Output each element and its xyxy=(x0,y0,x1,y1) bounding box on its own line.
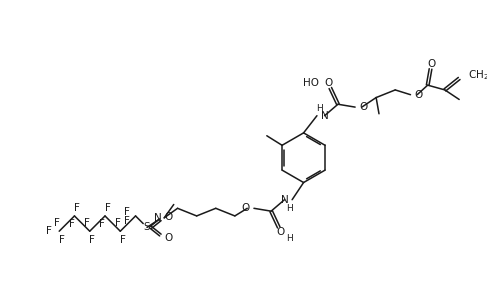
Text: F: F xyxy=(105,202,111,212)
Text: F: F xyxy=(90,235,95,245)
Text: H: H xyxy=(286,234,293,243)
Text: F: F xyxy=(120,235,126,245)
Text: N: N xyxy=(281,195,288,205)
Text: CH$_2$: CH$_2$ xyxy=(468,68,487,82)
Text: N: N xyxy=(321,111,329,121)
Text: O: O xyxy=(324,78,333,88)
Text: F: F xyxy=(99,219,105,229)
Text: O: O xyxy=(164,233,172,243)
Text: F: F xyxy=(59,235,65,245)
Text: O: O xyxy=(242,203,250,213)
Text: H: H xyxy=(286,204,293,213)
Text: N: N xyxy=(153,213,161,223)
Text: HO: HO xyxy=(303,78,319,88)
Text: O: O xyxy=(164,212,172,222)
Text: F: F xyxy=(124,207,130,217)
Text: F: F xyxy=(124,216,130,226)
Text: F: F xyxy=(46,226,52,236)
Text: F: F xyxy=(114,218,120,228)
Text: O: O xyxy=(414,90,423,100)
Text: F: F xyxy=(74,202,80,212)
Text: S: S xyxy=(144,222,150,232)
Text: F: F xyxy=(69,219,75,229)
Text: F: F xyxy=(54,218,59,228)
Text: H: H xyxy=(317,104,323,112)
Text: F: F xyxy=(84,218,90,228)
Text: O: O xyxy=(359,102,367,112)
Text: O: O xyxy=(428,59,436,69)
Text: O: O xyxy=(277,227,285,237)
